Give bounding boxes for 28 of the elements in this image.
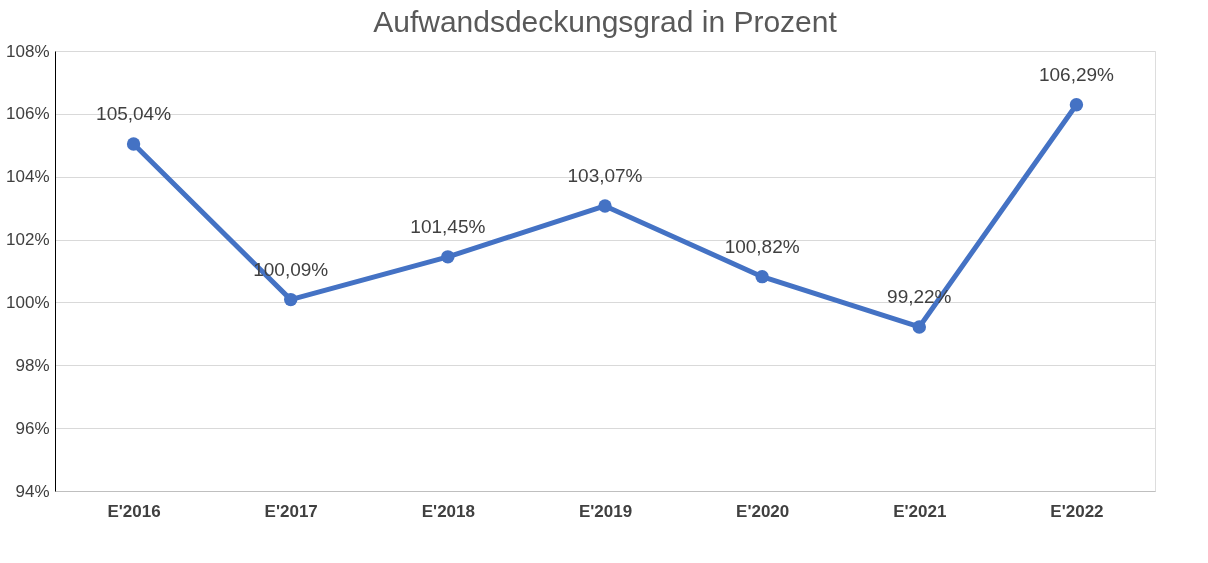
- point: [755, 269, 769, 284]
- data-label: 105,04%: [96, 103, 172, 125]
- x-tick-label: E'2016: [107, 501, 161, 521]
- y-tick-label: 104%: [6, 167, 50, 187]
- x-tick-label: E'2022: [1050, 501, 1104, 521]
- point: [598, 199, 612, 213]
- data-label: 103,07%: [567, 164, 643, 186]
- data-label: 101,45%: [410, 215, 486, 237]
- y-tick-label: 102%: [6, 230, 50, 250]
- y-tick-label: 98%: [15, 355, 50, 375]
- y-tick-label: 94%: [15, 481, 50, 501]
- chart-title: Aufwandsdeckungsgrad in Prozent: [373, 5, 838, 38]
- point: [912, 320, 926, 334]
- point: [441, 250, 455, 264]
- point: [126, 137, 141, 151]
- point: [284, 292, 298, 307]
- x-tick-label: E'2018: [421, 501, 475, 521]
- y-tick-label: 100%: [6, 292, 50, 312]
- point: [1069, 98, 1084, 112]
- data-label: 106,29%: [1038, 63, 1115, 85]
- x-tick-label: E'2020: [736, 501, 790, 521]
- data-label: 100,82%: [724, 235, 800, 257]
- y-tick-label: 96%: [15, 418, 50, 438]
- x-tick-label: E'2017: [264, 501, 318, 521]
- x-tick-label: E'2021: [893, 501, 947, 521]
- y-tick-label: 106%: [6, 104, 50, 124]
- x-tick-label: E'2019: [578, 501, 633, 521]
- y-tick-label: 108%: [6, 41, 50, 61]
